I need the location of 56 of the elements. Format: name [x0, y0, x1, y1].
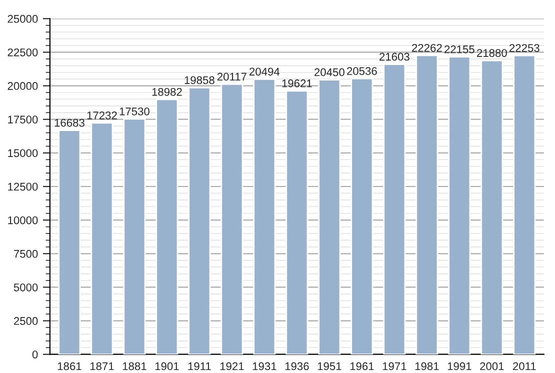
bar: [58, 130, 81, 354]
y-tick-label: 12500: [8, 182, 38, 191]
x-tick-label: 2001: [480, 362, 504, 370]
bar: [416, 54, 438, 354]
data-label: 19858: [184, 76, 214, 84]
bar: [318, 79, 341, 354]
y-tick-label: 22500: [8, 48, 38, 56]
bar: [188, 87, 211, 354]
x-tick-label: 1951: [318, 362, 342, 370]
bar: [90, 122, 114, 354]
bar: [253, 78, 276, 354]
data-label: 22253: [510, 44, 540, 52]
y-tick-label: 17500: [8, 116, 38, 124]
data-label: 17232: [87, 112, 117, 120]
y-tick-label: 7500: [14, 250, 38, 258]
data-label: 21880: [477, 49, 507, 57]
y-tick-label: 0: [32, 350, 38, 358]
data-label: 22155: [444, 45, 474, 54]
x-tick-label: 1971: [382, 362, 406, 370]
data-label: 21603: [380, 52, 410, 61]
x-tick-label: 2011: [513, 362, 536, 370]
x-tick-label: 1861: [58, 362, 82, 370]
x-tick-label: 1921: [220, 362, 244, 370]
x-tick-label: 1931: [252, 362, 276, 370]
data-label: 16683: [54, 118, 84, 127]
bar: [350, 78, 374, 354]
y-tick-label: 5000: [14, 283, 38, 292]
data-label: 20494: [250, 68, 280, 76]
bar: [286, 90, 308, 354]
x-tick-label: 1936: [285, 362, 309, 370]
bar: [123, 118, 146, 354]
x-tick-label: 1981: [415, 362, 439, 370]
bar: [383, 64, 406, 354]
bar: [448, 56, 471, 354]
bar: [480, 60, 504, 354]
bar: [220, 84, 244, 354]
data-label: 20117: [217, 72, 246, 81]
data-label: 20450: [314, 68, 344, 76]
y-tick-label: 15000: [8, 149, 38, 158]
bar: [156, 98, 178, 354]
y-tick-label: 10000: [8, 216, 38, 224]
data-label: 19621: [282, 79, 312, 88]
x-tick-label: 1901: [155, 362, 179, 370]
x-tick-label: 1991: [448, 362, 472, 370]
bar: [513, 54, 536, 354]
data-label: 17530: [120, 108, 150, 116]
x-tick-label: 1871: [90, 362, 114, 370]
data-label: 18982: [152, 88, 182, 96]
y-tick-label: 2500: [14, 317, 38, 325]
data-label: 22262: [412, 44, 442, 52]
x-tick-label: 1961: [350, 362, 374, 370]
x-tick-label: 1881: [122, 362, 146, 370]
y-tick-label: 25000: [8, 14, 38, 23]
y-tick-label: 20000: [8, 82, 38, 90]
data-label: 20536: [347, 67, 377, 76]
x-tick-label: 1911: [188, 362, 211, 370]
